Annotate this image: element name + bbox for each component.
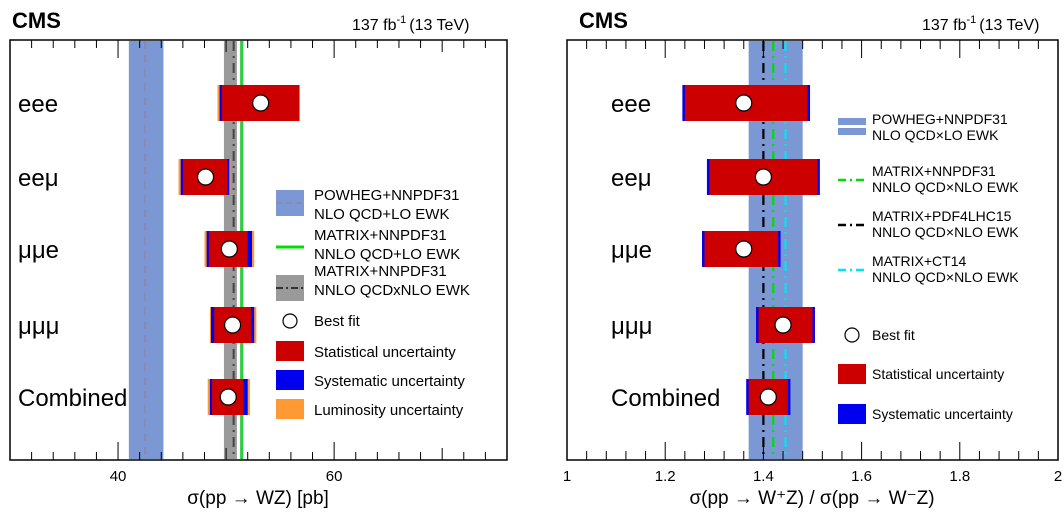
legend-label: Statistical uncertainty <box>872 366 1004 382</box>
x-tick-label: 60 <box>326 468 343 485</box>
left-categories: eee eeμ μμe μμμ Combined <box>18 91 127 412</box>
x-tick-label: 40 <box>110 468 127 485</box>
best-fit-marker <box>252 94 270 112</box>
category-label: Combined <box>611 385 720 412</box>
legend-label-sub: NNLO QCD×NLO EWK <box>872 269 1019 285</box>
category-label: eee <box>18 91 58 118</box>
legend-label: Best fit <box>314 313 361 330</box>
legend-label-sub: NNLO QCD×NLO EWK <box>872 179 1019 195</box>
x-tick-label: 1.6 <box>851 468 872 485</box>
category-label: Combined <box>18 385 127 412</box>
legend-swatch <box>276 341 304 361</box>
x-tick-label: 1.4 <box>753 468 774 485</box>
left-panel: CMS 137 fb-1 (13 TeV) 40 60 eee eeμ μμe μμμ Co… <box>9 8 508 509</box>
x-tick-label: 2 <box>1054 468 1062 485</box>
right-panel: CMS 137 fb-1 (13 TeV) 1 1.2 1.4 1.6 1.8 2 eeee… <box>563 8 1062 509</box>
best-fit-marker <box>759 388 777 406</box>
category-label: μμe <box>611 237 652 264</box>
legend-label: Systematic uncertainty <box>872 406 1013 422</box>
powheg-band <box>128 41 164 459</box>
legend-label-sub: NLO QCD×LO EWK <box>872 127 999 143</box>
left-x-axis-label: σ(pp → WZ) [pb] <box>187 488 329 509</box>
legend-label-sub: NNLO QCD+LO EWK <box>314 246 460 263</box>
right-categories: eee eeμ μμe μμμ Combined <box>611 91 720 412</box>
legend-label: MATRIX+NNPDF31 <box>314 263 447 280</box>
legend-label: MATRIX+PDF4LHC15 <box>872 208 1012 224</box>
left-ticks: 40 60 <box>9 40 508 485</box>
legend-swatch <box>838 128 866 135</box>
legend-label-sub: NLO QCD+LO EWK <box>314 206 449 223</box>
best-fit-marker <box>774 316 792 334</box>
best-fit-marker <box>735 240 753 258</box>
category-label: eeμ <box>611 165 652 192</box>
legend-marker <box>282 313 298 329</box>
legend-label: POWHEG+NNPDF31 <box>314 187 459 204</box>
legend-swatch <box>838 364 866 384</box>
category-label: μμμ <box>18 313 59 340</box>
x-tick-label: 1 <box>563 468 571 485</box>
legend-label: Statistical uncertainty <box>314 344 456 361</box>
lumi-label: 137 fb-1 (13 TeV) <box>352 14 469 34</box>
legend-swatch <box>276 370 304 390</box>
legend-swatch <box>276 399 304 419</box>
legend-label: MATRIX+CT14 <box>872 253 966 269</box>
legend-label: POWHEG+NNPDF31 <box>872 111 1008 127</box>
category-label: μμe <box>18 237 59 264</box>
right-plot-area <box>682 41 820 459</box>
experiment-label: CMS <box>579 8 628 33</box>
best-fit-marker <box>754 168 773 186</box>
legend-label: Systematic uncertainty <box>314 373 465 390</box>
best-fit-marker <box>735 94 753 112</box>
category-label: μμμ <box>611 313 652 340</box>
right-x-axis-label: σ(pp → W⁺Z) / σ(pp → W⁻Z) <box>689 488 934 509</box>
x-tick-label: 1.8 <box>949 468 970 485</box>
best-fit-marker <box>219 388 237 406</box>
legend-label-sub: NNLO QCD×NLO EWK <box>872 224 1019 240</box>
left-plot-area <box>128 41 300 459</box>
legend-label-sub: NNLO QCDxNLO EWK <box>314 282 470 299</box>
category-label: eee <box>611 91 651 118</box>
right-frame <box>566 39 1059 461</box>
left-legend: POWHEG+NNPDF31 NLO QCD+LO EWK MATRIX+NNPDF… <box>276 187 470 419</box>
right-ticks: 1 1.2 1.4 1.6 1.8 2 <box>563 40 1062 485</box>
best-fit-marker <box>196 168 215 186</box>
left-frame <box>9 39 508 461</box>
best-fit-marker <box>223 316 242 334</box>
x-tick-label: 1.2 <box>655 468 676 485</box>
best-fit-marker <box>220 240 238 258</box>
experiment-label: CMS <box>12 8 61 33</box>
legend-label: MATRIX+NNPDF31 <box>314 227 447 244</box>
lumi-label: 137 fb-1 (13 TeV) <box>922 14 1039 34</box>
legend-label: Luminosity uncertainty <box>314 402 464 419</box>
category-label: eeμ <box>18 165 59 192</box>
legend-swatch <box>838 118 866 125</box>
legend-label: MATRIX+NNPDF31 <box>872 163 996 179</box>
legend-marker <box>844 327 860 343</box>
legend-label: Best fit <box>872 327 915 343</box>
legend-swatch <box>838 404 866 424</box>
